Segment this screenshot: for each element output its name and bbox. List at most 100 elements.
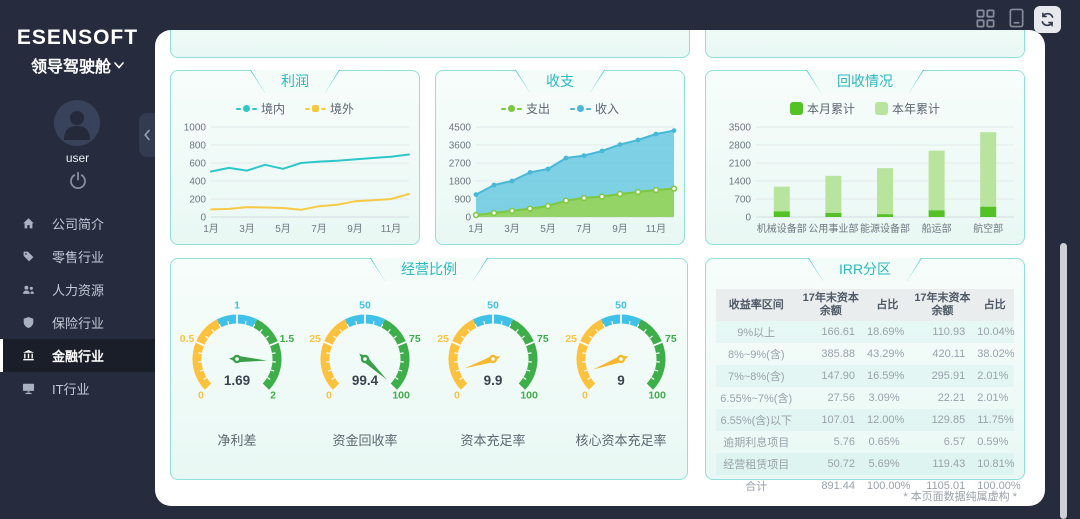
table-row: 8%~9%(含) 385.88 43.29% 420.11 38.02% [716, 343, 1015, 365]
table-cell: 7%~8%(含) [727, 371, 785, 383]
table-cell: 0.65% [868, 436, 900, 448]
chevron-down-icon [114, 61, 124, 69]
svg-text:1000: 1000 [184, 123, 207, 134]
home-icon [23, 218, 34, 229]
svg-text:1400: 1400 [729, 177, 752, 188]
table-cell: 110.93 [932, 326, 966, 338]
card-title-badge: 经营比例 [370, 258, 488, 282]
sidebar-item-0[interactable]: 公司简介 [0, 207, 155, 240]
chevron-left-icon [144, 129, 150, 141]
sidebar-item-3[interactable]: 保险行业 [0, 306, 155, 339]
gauge-label: 核心资本充足率 [575, 433, 667, 448]
gauge-3: 0 25 50 75 100 9 核心资本充足率 [559, 295, 683, 449]
table-row: 6.55%~7%(含) 27.56 3.09% 22.21 2.01% [716, 387, 1014, 409]
table-cell: 166.61 [821, 326, 855, 338]
table-cell: 119.43 [932, 458, 966, 470]
svg-text:50: 50 [487, 300, 499, 312]
svg-text:11月: 11月 [381, 223, 401, 235]
sidebar-item-4[interactable]: 金融行业 [0, 339, 155, 372]
legend-item-0[interactable]: 境内 [235, 100, 285, 117]
svg-text:1800: 1800 [449, 177, 472, 188]
card-title-badge: IRR分区 [808, 258, 922, 282]
table-cell: 100.00% [866, 480, 911, 492]
table-cell: 9%以上 [737, 327, 776, 339]
svg-text:50: 50 [359, 300, 371, 312]
gauge-value: 9.9 [484, 373, 503, 388]
legend-item-1[interactable]: 本年累计 [875, 100, 940, 117]
legend-marker [875, 102, 888, 115]
legend-marker [312, 105, 319, 112]
table-cell: 3.09% [868, 392, 900, 404]
column-header: 17年末资本余额 [796, 289, 865, 321]
table-row: 6.55%(含)以下 107.01 12.00% 129.85 11.75% [716, 409, 1014, 431]
gauge-2: 0 25 50 75 100 9.9 资本充足率 [431, 295, 555, 449]
svg-text:7月: 7月 [311, 223, 327, 235]
logo-subtitle-text: 领导驾驶舱 [30, 59, 111, 76]
svg-text:3600: 3600 [449, 141, 472, 152]
svg-text:4500: 4500 [449, 123, 472, 134]
gauge-svg: 0 25 50 75 100 9 [565, 300, 677, 402]
gauge-svg: 0 25 50 75 100 9.9 [437, 300, 549, 402]
svg-text:9月: 9月 [612, 223, 628, 235]
card-title: IRR分区 [809, 258, 921, 281]
svg-text:1.5: 1.5 [280, 333, 295, 345]
table-cell: 0.59% [977, 436, 1009, 448]
svg-text:2800: 2800 [729, 141, 752, 152]
table-cell: 合计 [745, 481, 768, 493]
line-chart: 0 200 400 600 800 1000 1月 3月 5月 7月 9月 11月 [175, 121, 417, 246]
table-cell: 16.59% [866, 370, 905, 382]
legend-item-1[interactable]: 境外 [305, 100, 354, 117]
sidebar-collapse-handle[interactable] [139, 113, 155, 157]
grid-layout-icon[interactable] [976, 9, 995, 28]
sidebar-item-2[interactable]: 人力资源 [0, 273, 155, 306]
column-header: 占比 [975, 289, 1014, 321]
svg-text:5月: 5月 [540, 223, 556, 235]
card-title-badge: 回收情况 [806, 70, 924, 94]
avatar[interactable] [54, 100, 100, 146]
scrollbar-thumb[interactable] [1060, 243, 1067, 519]
content-panel: 利润 境内 境外 0 200 400 600 800 1000 1月 3月 5月 7月 9月 11月 收… [155, 30, 1045, 506]
table-cell: 100.00% [977, 480, 1021, 492]
bar-chart-svg: 0 700 1400 2100 2800 3500 机械设备部 公用事业部 能源设备部 船运部 航空… [729, 123, 1014, 235]
table-cell: 129.85 [931, 414, 966, 426]
legend-item-1[interactable]: 收入 [570, 100, 619, 117]
card-title: 利润 [251, 70, 339, 93]
legend-item-0[interactable]: 本月累计 [789, 100, 855, 117]
sidebar-item-5[interactable]: IT行业 [0, 372, 155, 405]
logo-subtitle[interactable]: 领导驾驶舱 [0, 53, 155, 77]
table-cell: 38.02% [977, 348, 1015, 360]
card-title: 回收情况 [807, 70, 923, 93]
device-icon[interactable] [1007, 8, 1026, 28]
table-row: 合计 891.44 100.00% 1105.01 100.00% [716, 475, 1021, 497]
irr-data-table: 收益率区间 17年末资本余额 占比 17年末资本余额 占比 9%以上 166.61 18.69… [716, 289, 1021, 497]
card-title: 收支 [516, 70, 604, 93]
table-cell: 2.01% [977, 370, 1009, 382]
chart-legend: 本月累计 本年累计 [706, 100, 1024, 117]
gauge-svg: 0 0.5 1 1.5 2 1.69 [180, 300, 295, 402]
clipped-card-left [170, 30, 690, 58]
svg-text:100: 100 [520, 390, 538, 402]
hr-icon [23, 285, 34, 294]
legend-marker [789, 102, 803, 115]
svg-text:0: 0 [465, 213, 471, 224]
svg-text:0: 0 [198, 390, 204, 402]
svg-text:2700: 2700 [449, 159, 472, 170]
footnote: * 本页面数据纯属虚构 * [903, 491, 1017, 503]
power-icon[interactable] [68, 170, 88, 190]
legend-label: 支出 [525, 102, 550, 116]
legend-item-0[interactable]: 支出 [500, 100, 550, 117]
sidebar-item-label: IT行业 [52, 382, 90, 397]
table-cell: 6.55%~7%(含) [720, 393, 793, 405]
svg-text:船运部: 船运部 [922, 222, 952, 235]
table-cell: 18.69% [866, 326, 905, 338]
svg-text:能源设备部: 能源设备部 [860, 222, 910, 235]
table-cell: 6.55%(含)以下 [720, 415, 792, 427]
sidebar-item-label: 保险行业 [52, 316, 105, 331]
sidebar-item-1[interactable]: 零售行业 [0, 240, 155, 273]
user-icon [64, 111, 90, 140]
refresh-icon[interactable] [1034, 6, 1061, 33]
area-chart-svg: 0 900 1800 2700 3600 4500 1月 3月 5月 7月 9月 11月 [449, 123, 678, 235]
sidebar-menu: 公司简介 零售行业 人力资源保险行业金融行业 IT行业 [0, 207, 155, 405]
table-cell: 10.81% [977, 458, 1015, 470]
